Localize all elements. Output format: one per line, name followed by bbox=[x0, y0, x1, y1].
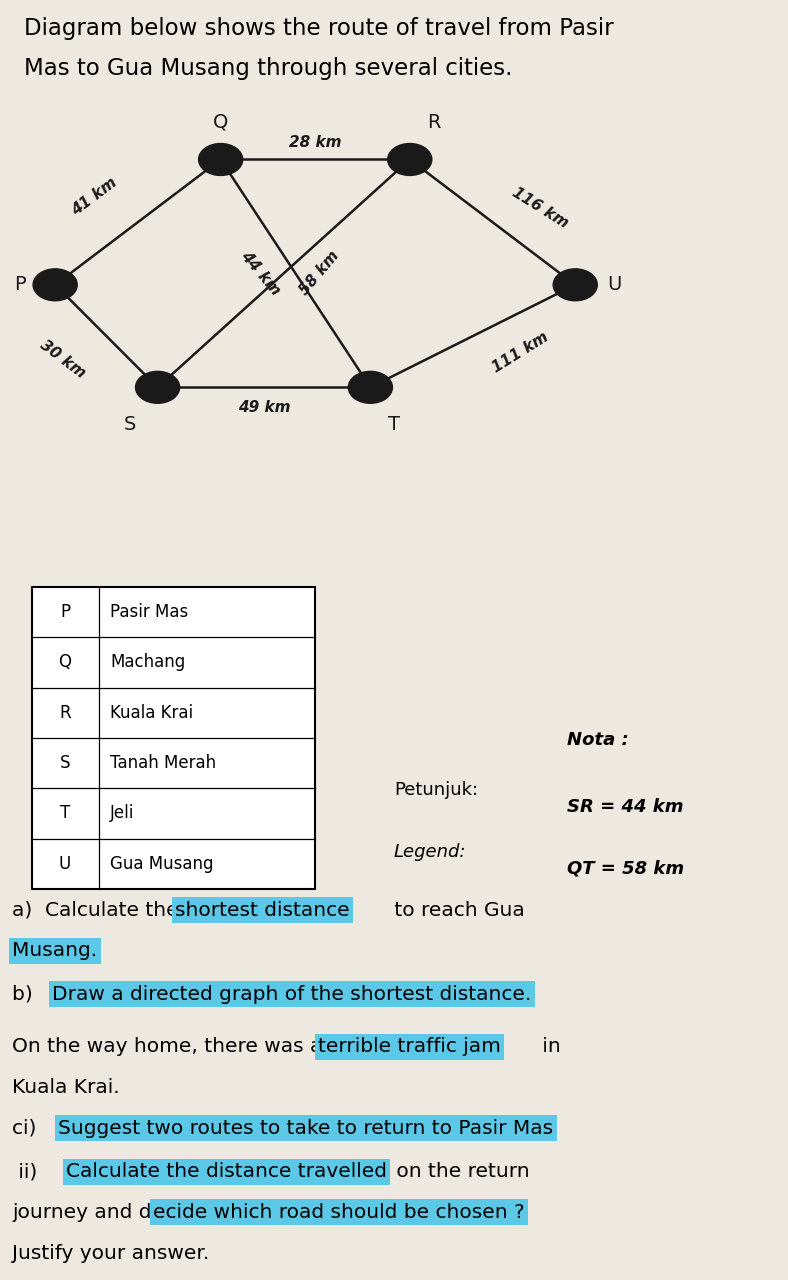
Text: 49 km: 49 km bbox=[238, 399, 290, 415]
Text: 111 km: 111 km bbox=[489, 329, 551, 375]
Text: Machang: Machang bbox=[110, 653, 185, 672]
Circle shape bbox=[348, 371, 392, 403]
Text: ii): ii) bbox=[12, 1162, 50, 1181]
Circle shape bbox=[388, 143, 432, 175]
Text: 30 km: 30 km bbox=[38, 337, 88, 380]
Text: ecide which road should be chosen ?: ecide which road should be chosen ? bbox=[153, 1203, 525, 1222]
Text: Kuala Krai: Kuala Krai bbox=[110, 704, 193, 722]
Circle shape bbox=[33, 269, 77, 301]
Text: R: R bbox=[426, 113, 440, 132]
Text: QT = 58 km: QT = 58 km bbox=[567, 859, 685, 878]
Text: Diagram below shows the route of travel from Pasir: Diagram below shows the route of travel … bbox=[24, 17, 613, 40]
Text: Q: Q bbox=[58, 653, 72, 672]
Text: Justify your answer.: Justify your answer. bbox=[12, 1244, 210, 1262]
Text: S: S bbox=[60, 754, 70, 772]
Text: Suggest two routes to take to return to Pasir Mas: Suggest two routes to take to return to … bbox=[58, 1119, 553, 1138]
Text: 28 km: 28 km bbox=[289, 134, 341, 150]
Text: P: P bbox=[14, 275, 25, 294]
Text: Legend:: Legend: bbox=[394, 842, 466, 860]
Text: in: in bbox=[536, 1037, 561, 1056]
Text: Pasir Mas: Pasir Mas bbox=[110, 603, 188, 621]
Text: shortest distance: shortest distance bbox=[175, 901, 350, 919]
Text: 41 km: 41 km bbox=[69, 175, 120, 219]
Text: on the return: on the return bbox=[390, 1162, 530, 1181]
Circle shape bbox=[553, 269, 597, 301]
Text: a)  Calculate the: a) Calculate the bbox=[12, 901, 185, 919]
Text: Tanah Merah: Tanah Merah bbox=[110, 754, 217, 772]
Text: Kuala Krai.: Kuala Krai. bbox=[12, 1078, 120, 1097]
Text: P: P bbox=[60, 603, 70, 621]
Text: to reach Gua: to reach Gua bbox=[388, 901, 525, 919]
Text: Gua Musang: Gua Musang bbox=[110, 855, 214, 873]
Text: On the way home, there was a: On the way home, there was a bbox=[12, 1037, 329, 1056]
Text: Petunjuk:: Petunjuk: bbox=[394, 782, 478, 800]
Text: terrible traffic jam: terrible traffic jam bbox=[318, 1037, 501, 1056]
Text: Draw a directed graph of the shortest distance.: Draw a directed graph of the shortest di… bbox=[52, 984, 531, 1004]
Text: R: R bbox=[59, 704, 71, 722]
Text: Calculate the distance travelled: Calculate the distance travelled bbox=[66, 1162, 387, 1181]
Text: U: U bbox=[59, 855, 71, 873]
Text: 116 km: 116 km bbox=[509, 184, 571, 230]
Circle shape bbox=[136, 371, 180, 403]
Text: ci): ci) bbox=[12, 1119, 49, 1138]
Text: T: T bbox=[60, 804, 70, 822]
Text: Mas to Gua Musang through several cities.: Mas to Gua Musang through several cities… bbox=[24, 56, 512, 79]
Text: 58 km: 58 km bbox=[296, 248, 342, 298]
Text: journey and d: journey and d bbox=[12, 1203, 151, 1222]
Circle shape bbox=[199, 143, 243, 175]
Text: T: T bbox=[388, 415, 400, 434]
Text: Jeli: Jeli bbox=[110, 804, 135, 822]
Text: 44 km: 44 km bbox=[237, 248, 283, 298]
Text: SR = 44 km: SR = 44 km bbox=[567, 799, 684, 817]
Bar bbox=[32, 588, 315, 888]
Text: Q: Q bbox=[213, 113, 229, 132]
Text: Nota :: Nota : bbox=[567, 731, 629, 749]
Text: Musang.: Musang. bbox=[12, 941, 97, 960]
Text: S: S bbox=[124, 415, 136, 434]
Text: U: U bbox=[608, 275, 622, 294]
Text: b): b) bbox=[12, 984, 46, 1004]
